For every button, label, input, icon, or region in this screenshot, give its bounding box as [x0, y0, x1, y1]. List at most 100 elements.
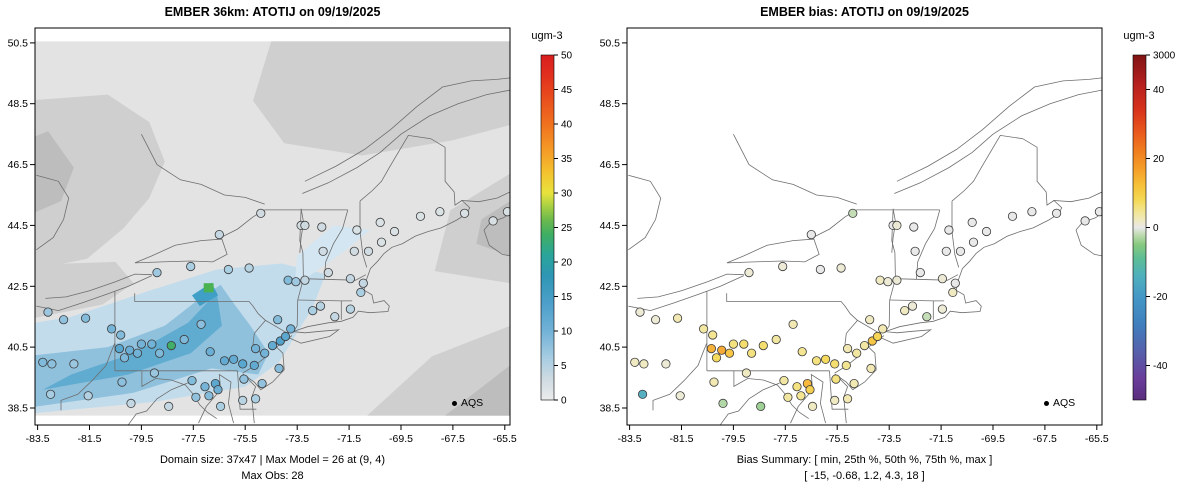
aqs-station-point	[739, 339, 749, 349]
aqs-station-point	[214, 230, 224, 240]
aqs-station-point	[756, 401, 766, 411]
aqs-station-point	[152, 267, 162, 278]
map-boundary-line	[652, 342, 708, 411]
aqs-station-point	[796, 391, 806, 401]
map-boundary-line	[36, 275, 152, 312]
x-tick-label: -75.5	[233, 433, 257, 445]
x-tick-label: -83.5	[26, 433, 50, 445]
left-colorbar-unit-label: ugm-3	[531, 30, 563, 42]
aqs-station-point	[274, 363, 284, 373]
aqs-station-point	[179, 334, 189, 345]
aqs-station-point	[251, 394, 261, 404]
x-tick-label: -69.5	[981, 433, 1005, 445]
map-boundary-line	[141, 370, 217, 419]
aqs-station-point	[955, 246, 966, 256]
right-colorbar-unit-label: ugm-3	[1123, 30, 1155, 42]
map-boundary-line	[303, 274, 367, 281]
aqs-station-point	[875, 275, 885, 285]
aqs-station-point	[219, 356, 230, 366]
model-field-region	[434, 173, 510, 284]
aqs-station-point	[286, 324, 296, 334]
colorbar-tick-label: 15	[561, 292, 573, 303]
colorbar-tick-label: 0	[1153, 223, 1159, 234]
x-tick-label: -65.5	[493, 433, 517, 445]
y-tick-label: 48.5	[8, 98, 29, 110]
aqs-station-point	[718, 398, 728, 408]
left-panel-title: EMBER 36km: ATOTIJ on 09/19/2025	[164, 5, 381, 19]
aqs-station-point	[186, 261, 196, 272]
aqs-station-point	[283, 275, 293, 285]
map-boundary-line	[265, 320, 288, 334]
map-boundary-line	[891, 208, 897, 253]
aqs-station-point	[117, 377, 127, 387]
map-boundary-line	[889, 299, 945, 302]
aqs-station-point	[941, 246, 951, 256]
right-caption-line-1: Bias Summary: [ min, 25th %, 50th %, 75t…	[736, 454, 993, 466]
left-caption-line-2: Max Obs: 28	[241, 470, 304, 482]
colorbar-tick-label: 30	[561, 189, 573, 200]
aqs-station-point	[251, 343, 261, 354]
map-boundary-line	[444, 147, 463, 206]
aqs-station-point	[771, 334, 781, 345]
aqs-station-point	[257, 378, 267, 389]
plot-box	[626, 27, 1103, 426]
aqs-station-point	[200, 382, 210, 392]
aqs-station-point	[892, 220, 902, 230]
map-boundary-line	[720, 382, 780, 425]
map-boundary-line	[359, 134, 446, 202]
aqs-station-point	[238, 359, 248, 369]
aqs-station-point	[435, 207, 445, 217]
colorbar-tick-label: 35	[561, 154, 573, 165]
aqs-station-point	[164, 401, 174, 411]
colorbar-tick-label: 0	[561, 396, 567, 407]
map-boundary-line	[1075, 229, 1102, 257]
colorbar-tick-label: 40	[561, 120, 573, 131]
aqs-station-point	[216, 401, 226, 411]
aqs-station-point	[1052, 208, 1062, 218]
map-boundary-line	[916, 209, 941, 280]
aqs-station-point	[968, 237, 979, 247]
aqs-station-point	[260, 348, 270, 358]
aqs-station-point	[724, 348, 735, 358]
map-boundary-line	[359, 201, 368, 268]
left-map	[35, 41, 510, 425]
colorbar	[1132, 54, 1147, 401]
model-field-region	[35, 94, 165, 270]
x-tick-label: -67.5	[1033, 433, 1057, 445]
map-boundary-line	[834, 335, 885, 424]
aqs-station-point	[859, 340, 870, 351]
aqs-station-point	[116, 330, 126, 340]
aqs-station-point	[836, 263, 846, 273]
map-boundary-line	[857, 320, 880, 334]
aqs-station-point	[900, 305, 910, 316]
x-tick-label: -69.5	[389, 433, 413, 445]
aqs-station-point	[797, 347, 807, 357]
x-tick-label: -81.5	[670, 433, 694, 445]
y-tick-label: 38.5	[600, 403, 621, 415]
map-boundary-line	[60, 342, 116, 411]
aqs-station-point	[187, 375, 197, 386]
y-tick-label: 38.5	[8, 403, 29, 415]
aqs-station-point	[43, 307, 53, 317]
aqs-station-point	[315, 301, 326, 311]
aqs-station-point	[459, 208, 470, 218]
aqs-station-point	[639, 359, 649, 369]
aqs-station-point	[815, 264, 826, 275]
map-boundary-line	[885, 191, 1102, 332]
colorbar-tick-label: 5	[561, 361, 567, 372]
aqs-station-point	[842, 343, 853, 354]
aqs-station-point	[883, 277, 893, 287]
map-boundary-line	[628, 275, 744, 312]
map-boundary-line	[302, 89, 510, 194]
map-boundary-line	[483, 229, 510, 257]
map-boundary-line	[790, 373, 826, 424]
x-tick-label: -71.5	[929, 433, 953, 445]
aqs-station-point	[318, 246, 328, 256]
aqs-station-point	[661, 359, 671, 369]
aqs-station-point	[147, 339, 157, 349]
aqs-station-point	[352, 225, 362, 235]
map-boundary-line	[128, 382, 188, 425]
map-boundary-line	[951, 134, 1038, 202]
aqs-station-point	[805, 385, 815, 395]
map-boundary-line	[637, 273, 744, 299]
